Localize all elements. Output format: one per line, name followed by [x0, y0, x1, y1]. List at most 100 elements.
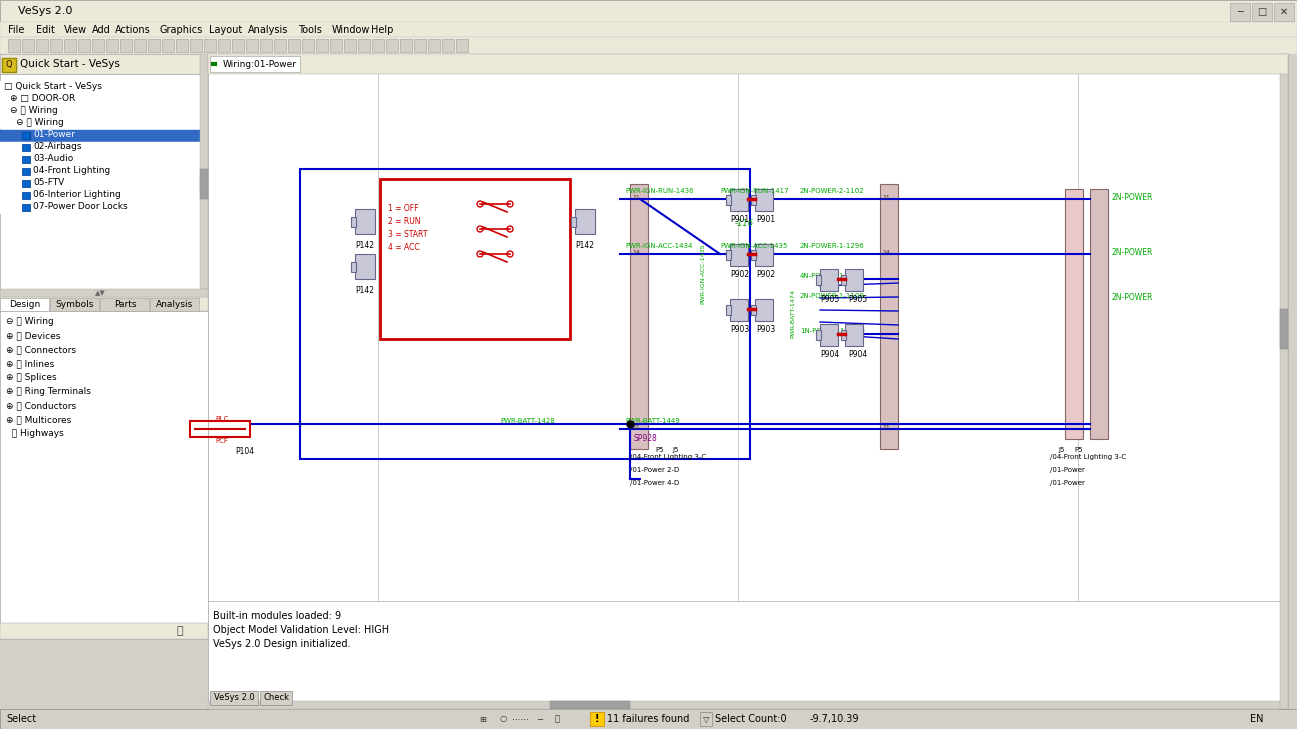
Text: 11 failures found: 11 failures found	[607, 714, 690, 724]
Bar	[189, 421, 250, 437]
Bar	[22, 204, 30, 211]
Bar	[162, 39, 174, 52]
Text: ─: ─	[537, 714, 542, 723]
Text: ⊕ 🗁 Connectors: ⊕ 🗁 Connectors	[6, 345, 77, 354]
Bar	[200, 54, 208, 289]
Text: ⊞: ⊞	[480, 714, 486, 723]
Text: P104: P104	[235, 447, 254, 456]
Bar	[0, 0, 1297, 22]
Text: ○: ○	[499, 714, 507, 723]
Bar	[0, 311, 208, 639]
Bar	[550, 701, 630, 709]
Bar	[0, 93, 200, 104]
Bar	[344, 39, 355, 52]
Bar	[1252, 3, 1272, 21]
Text: PWR-IGN-ACC-1435: PWR-IGN-ACC-1435	[700, 243, 706, 304]
Text: 01-Power: 01-Power	[32, 130, 75, 139]
Bar	[1280, 54, 1288, 709]
Text: PWR-BATT-1474: PWR-BATT-1474	[790, 289, 795, 338]
Text: 07-Power Door Locks: 07-Power Door Locks	[32, 201, 127, 211]
Bar	[726, 195, 732, 205]
Text: ⊕ 🗁 Multicores: ⊕ 🗁 Multicores	[6, 415, 71, 424]
Bar	[428, 39, 440, 52]
Bar	[204, 39, 217, 52]
Text: Add: Add	[92, 25, 110, 34]
Text: ⋯⋯: ⋯⋯	[511, 714, 528, 723]
Bar	[246, 39, 258, 52]
Text: PWR-IGN-RUN-1417: PWR-IGN-RUN-1417	[720, 188, 789, 194]
Bar	[820, 269, 838, 291]
Text: P901: P901	[756, 215, 776, 224]
Bar	[150, 298, 198, 311]
Text: PCF: PCF	[215, 438, 228, 444]
Text: 11: 11	[882, 195, 890, 200]
Bar	[8, 39, 19, 52]
Text: P902: P902	[730, 270, 750, 279]
Bar	[0, 37, 1297, 54]
Bar	[22, 144, 30, 151]
Bar	[0, 709, 1297, 729]
Bar	[755, 244, 773, 266]
Text: Select Count:0: Select Count:0	[715, 714, 786, 724]
Text: 4 = ACC: 4 = ACC	[388, 243, 420, 252]
Text: 2N-POWER-2-1102: 2N-POWER-2-1102	[800, 188, 865, 194]
Bar	[3, 58, 16, 72]
Text: Analysis: Analysis	[157, 300, 193, 309]
Text: P5: P5	[1074, 447, 1083, 453]
Bar	[148, 39, 160, 52]
Text: 🔍: 🔍	[176, 626, 183, 636]
Text: /01-Power 4-D: /01-Power 4-D	[630, 480, 680, 486]
Bar	[751, 195, 756, 205]
Text: /04-Front Lighting 3-C: /04-Front Lighting 3-C	[630, 454, 706, 460]
Bar	[0, 190, 200, 201]
Bar	[189, 39, 202, 52]
Bar	[414, 39, 425, 52]
Text: □ Quick Start - VeSys: □ Quick Start - VeSys	[4, 82, 102, 90]
Bar	[0, 178, 200, 189]
Text: 4N-POWER-1-1165: 4N-POWER-1-1165	[800, 273, 865, 279]
Text: P903: P903	[756, 325, 776, 334]
Bar	[399, 39, 412, 52]
Text: SP928: SP928	[634, 434, 658, 443]
Text: Q: Q	[5, 60, 12, 69]
Text: B: B	[534, 59, 542, 69]
Bar	[210, 691, 258, 705]
Text: 03-Audio: 03-Audio	[32, 154, 73, 163]
Text: !: !	[595, 714, 599, 724]
Text: 04-Front Lighting: 04-Front Lighting	[32, 165, 110, 174]
Text: 11: 11	[632, 424, 639, 429]
Text: 2N-POWER: 2N-POWER	[1112, 192, 1153, 201]
Bar	[218, 39, 230, 52]
Text: ─: ─	[1237, 7, 1243, 17]
Bar	[380, 179, 569, 339]
Text: 1 = OFF: 1 = OFF	[388, 204, 419, 213]
Bar	[36, 39, 48, 52]
Bar	[358, 39, 370, 52]
Bar	[92, 39, 104, 52]
Bar	[208, 54, 1288, 709]
Text: /01-Power: /01-Power	[1051, 467, 1084, 473]
Text: A: A	[235, 59, 241, 69]
Text: 2N-POWER: 2N-POWER	[1112, 248, 1153, 257]
Bar	[751, 250, 756, 260]
Bar	[0, 297, 208, 311]
Text: P142: P142	[355, 286, 374, 295]
Text: Layout: Layout	[209, 25, 243, 34]
Text: VeSys 2.0: VeSys 2.0	[18, 6, 73, 16]
Text: 06-Interior Lighting: 06-Interior Lighting	[32, 190, 121, 198]
Text: PWR-IGN-ACC-1435: PWR-IGN-ACC-1435	[720, 243, 787, 249]
Bar	[210, 56, 300, 72]
Bar	[106, 39, 118, 52]
Text: Wiring:01-Power: Wiring:01-Power	[223, 60, 297, 69]
Text: PWR-BATT-1428: PWR-BATT-1428	[501, 418, 555, 424]
Bar	[700, 712, 712, 726]
Bar	[51, 39, 62, 52]
Text: Actions: Actions	[114, 25, 150, 34]
Text: P5: P5	[655, 447, 664, 453]
Text: 🗁 Highways: 🗁 Highways	[6, 429, 64, 438]
Text: 2N-POWER: 2N-POWER	[1112, 292, 1153, 302]
Bar	[22, 132, 30, 139]
Text: Parts: Parts	[114, 300, 136, 309]
Bar	[372, 39, 384, 52]
Bar	[0, 166, 200, 177]
